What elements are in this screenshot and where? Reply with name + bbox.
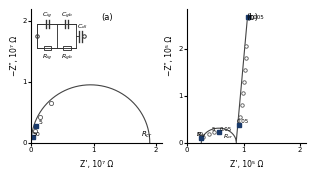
- Text: (a): (a): [101, 13, 113, 22]
- Text: $C_{gb}$: $C_{gb}$: [61, 11, 73, 21]
- Text: 0.005: 0.005: [248, 15, 264, 20]
- Text: (b): (b): [246, 13, 258, 22]
- Text: $R_{gb}$: $R_{gb}$: [61, 53, 73, 63]
- Text: $C_{dl}$: $C_{dl}$: [77, 22, 87, 31]
- Text: Z’, 10⁷ Ω: Z’, 10⁷ Ω: [80, 160, 113, 169]
- Text: 50: 50: [32, 132, 40, 137]
- Text: $R_{ig}$: $R_{ig}$: [196, 131, 206, 141]
- Text: 0.05: 0.05: [237, 119, 249, 124]
- Text: 5: 5: [38, 120, 42, 125]
- Text: $R_{cr}$: $R_{cr}$: [141, 130, 153, 140]
- Text: $C_{ig}$: $C_{ig}$: [42, 11, 52, 21]
- FancyBboxPatch shape: [63, 46, 71, 50]
- Text: 5: 5: [212, 127, 215, 132]
- Text: $R_{cr}$: $R_{cr}$: [223, 132, 234, 141]
- Text: −Z″, 10⁵ Ω: −Z″, 10⁵ Ω: [165, 35, 174, 76]
- Text: Z’, 10⁵ Ω: Z’, 10⁵ Ω: [230, 160, 263, 169]
- Text: $R_{ig}$: $R_{ig}$: [42, 53, 52, 63]
- Text: −Z″, 10⁷ Ω: −Z″, 10⁷ Ω: [10, 36, 19, 76]
- Text: 0.05: 0.05: [219, 127, 232, 132]
- FancyBboxPatch shape: [44, 46, 51, 50]
- Text: 50: 50: [197, 132, 204, 137]
